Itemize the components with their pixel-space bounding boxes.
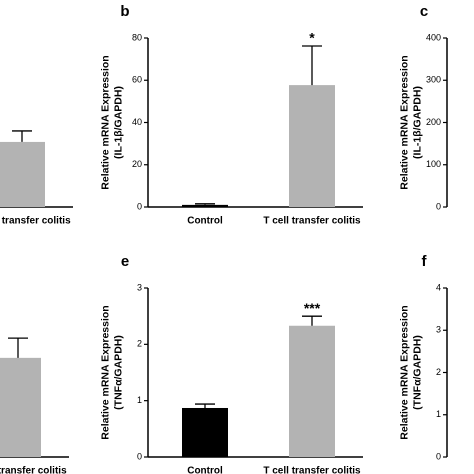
y-axis-title-line: (IL-1β/GAPDH) [411,86,423,159]
y-tick-label: 0 [137,451,142,461]
y-tick-label: 0 [436,201,441,211]
bar [0,357,41,457]
y-tick-label: 2 [436,367,441,377]
bar [289,325,335,457]
y-tick-label: 3 [436,325,441,335]
error-bar [302,315,322,326]
significance: *** [304,300,321,316]
y-tick-label: 100 [426,159,441,169]
error-bar [195,203,215,205]
y-axis-title: Relative mRNA Expression (TNFα/GAPDH) [99,305,124,439]
x-tick-label: Control [187,466,223,474]
x-tick-label: T cell transfer colitis [263,466,361,474]
panel-letter: f [422,253,428,270]
y-tick-label: 3 [137,282,142,292]
x-tick-label: T cell transfer colitis [0,216,71,227]
error-bar [195,403,215,408]
y-axis-title-line: Relative mRNA Expression [99,305,111,439]
panel-letter: e [121,253,129,270]
error-bar [302,45,322,86]
x-tick-label: T cell transfer colitis [0,466,67,474]
y-axis-title-line: (IL-1β/GAPDH) [112,86,124,159]
y-tick-label: 4 [436,282,441,292]
y-tick-label: 1 [137,395,142,405]
y-tick-label: 40 [132,117,142,127]
bar [289,85,335,207]
x-tick-label: T cell transfer colitis [263,216,361,227]
y-axis-title-line: (TNFα/GAPDH) [112,335,124,410]
significance: * [309,30,315,46]
y-tick-label: 60 [132,75,142,85]
y-axis-title: Relative mRNA Expression (IL-1β/GAPDH) [99,55,124,189]
y-tick-label: 0 [436,451,441,461]
y-tick-label: 2 [137,339,142,349]
y-axis-title-line: Relative mRNA Expression [398,305,410,439]
y-axis-title: Relative mRNA Expression (TNFα/GAPDH) [398,305,423,439]
bar [182,407,228,457]
error-bar [8,337,28,358]
y-tick-label: 0 [137,201,142,211]
x-tick-label: Control [187,216,223,227]
y-axis-title-line: Relative mRNA Expression [99,55,111,189]
y-tick-label: 200 [426,117,441,127]
y-tick-label: 300 [426,75,441,85]
bar [0,141,45,207]
bar [182,204,228,207]
y-tick-label: 400 [426,32,441,42]
y-axis-title-line: (TNFα/GAPDH) [411,335,423,410]
y-tick-label: 20 [132,159,142,169]
panel-letter: b [120,3,129,20]
y-axis-title: Relative mRNA Expression (IL-1β/GAPDH) [398,55,423,189]
y-tick-label: 1 [436,409,441,419]
error-bar [12,130,32,142]
y-axis-title-line: Relative mRNA Expression [398,55,410,189]
y-tick-label: 80 [132,32,142,42]
panel-letter: c [420,3,428,20]
